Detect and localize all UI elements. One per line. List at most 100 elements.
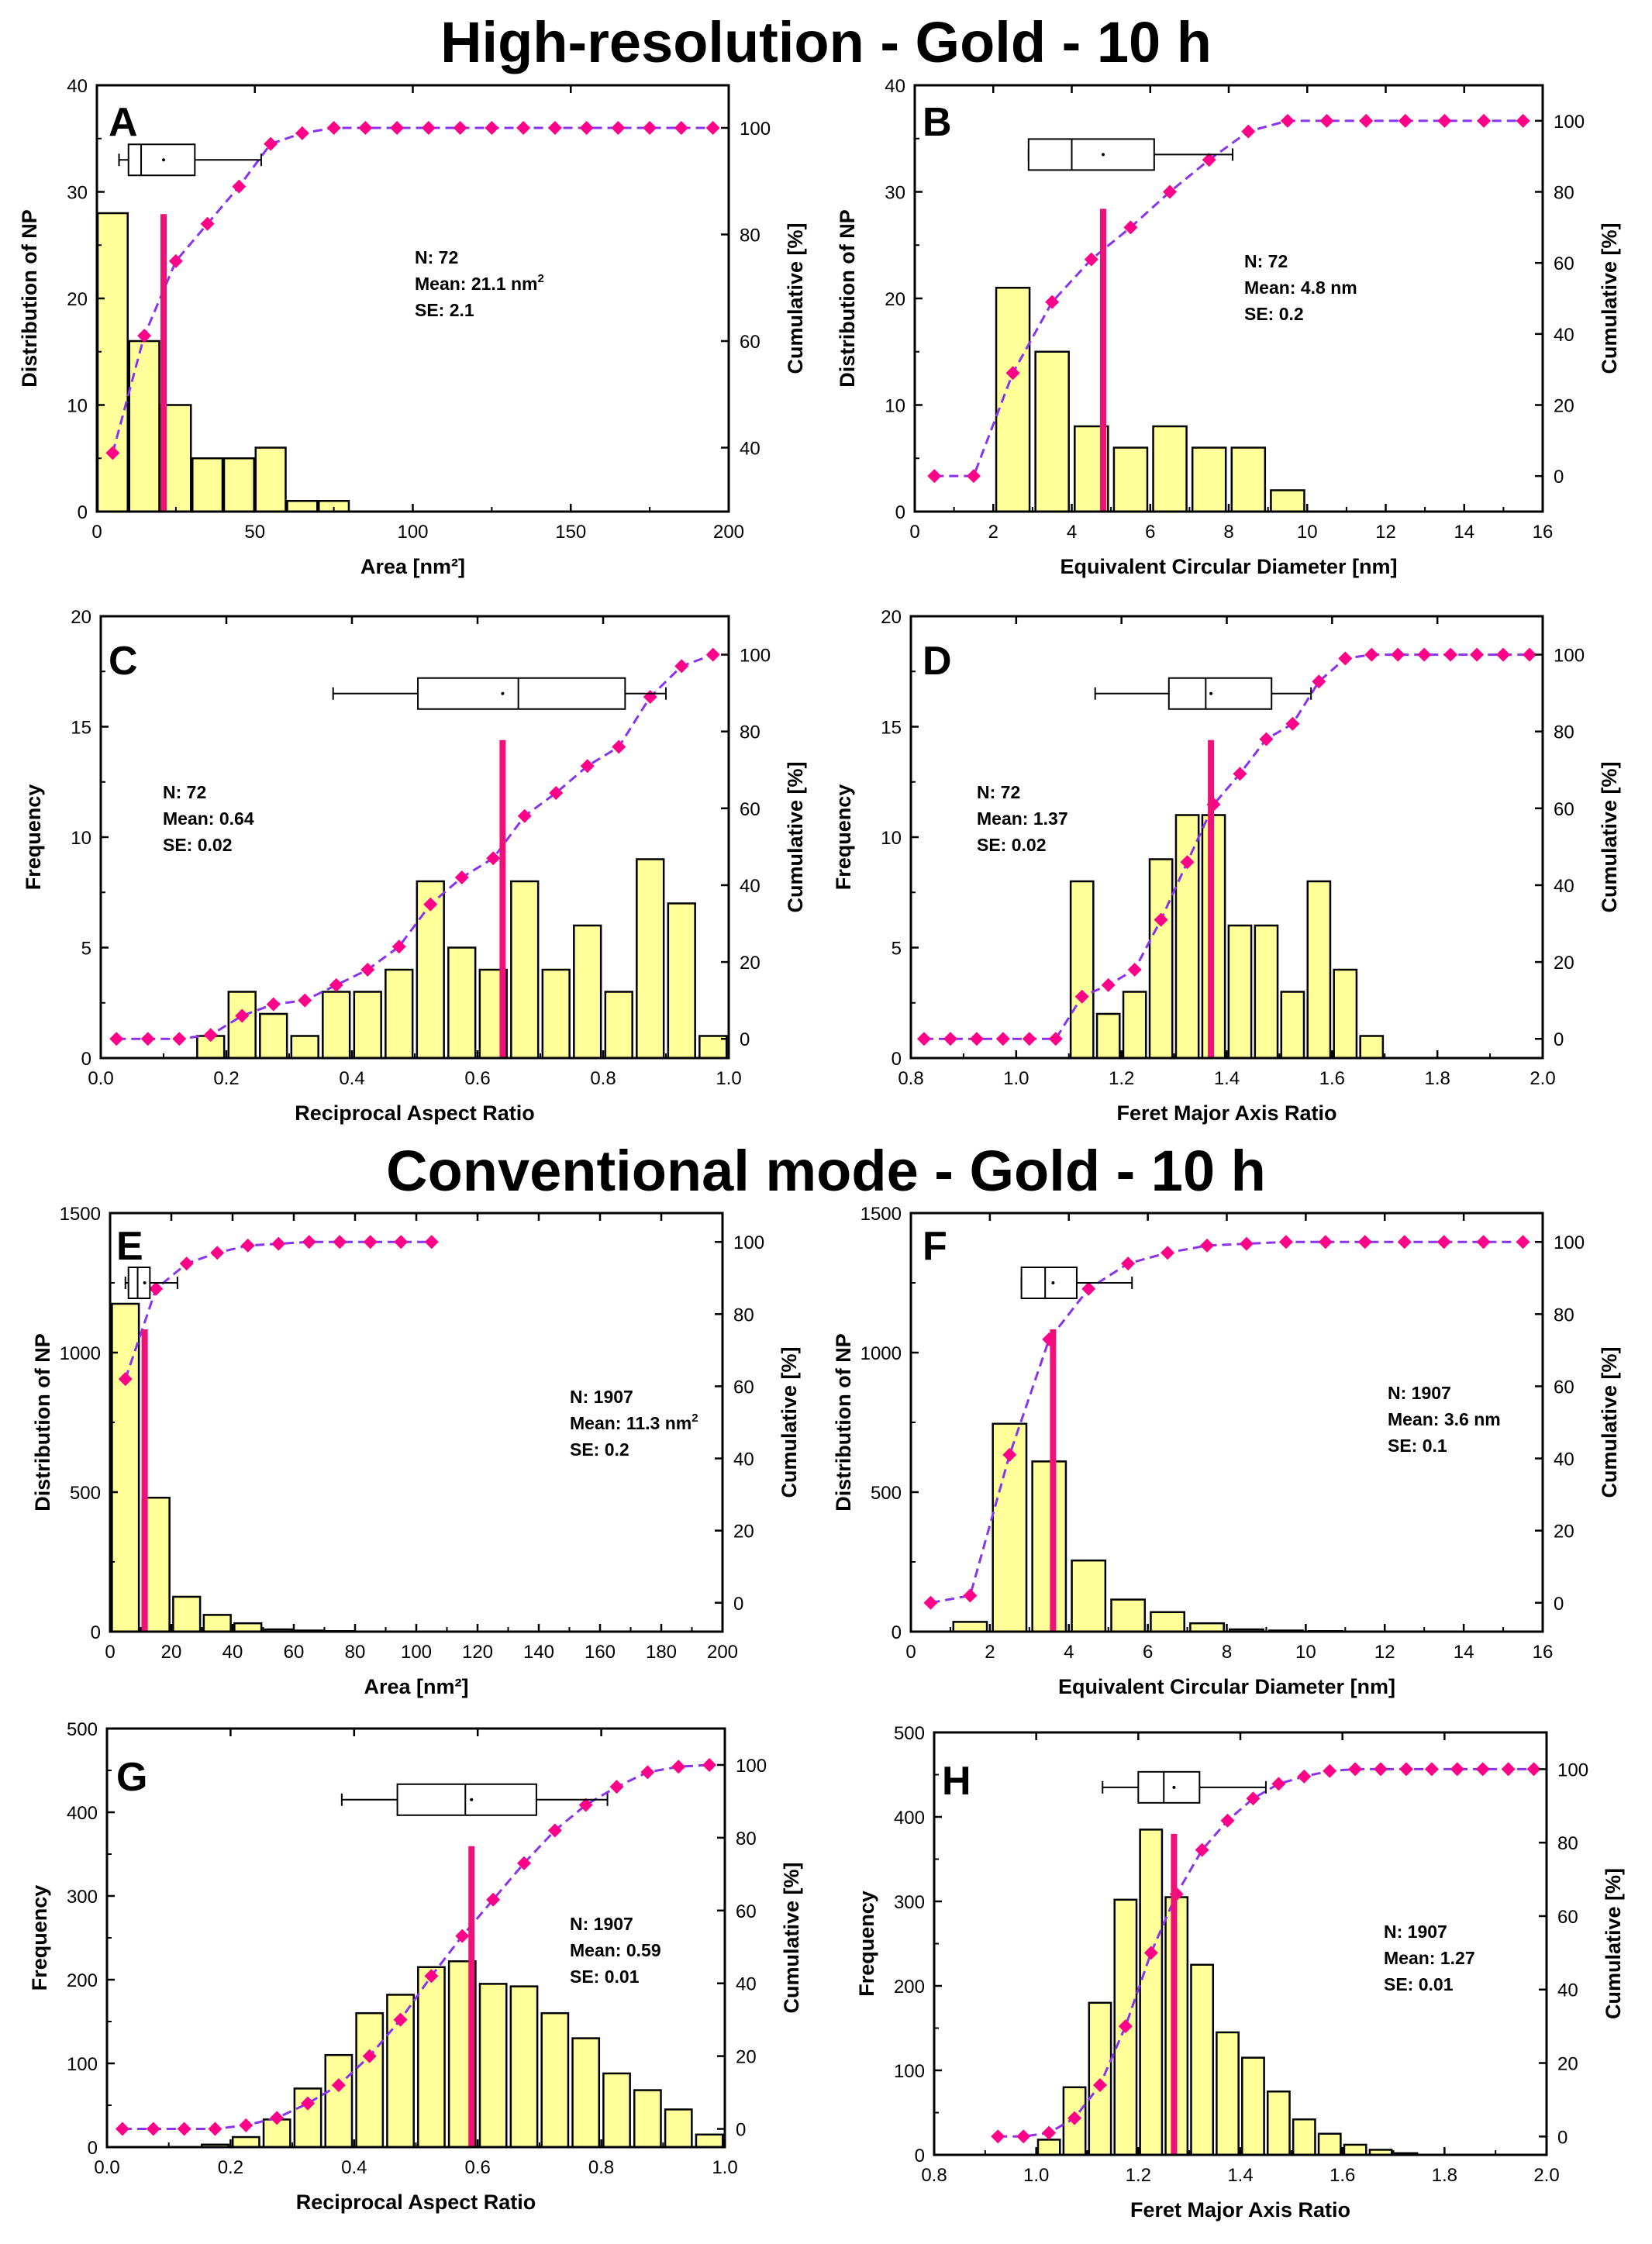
x-tick-label: 1.2 <box>1109 1068 1134 1089</box>
cumulative-point <box>578 1798 593 1812</box>
cumulative-point <box>208 2122 222 2136</box>
y2-tick-label: 0 <box>740 1029 750 1050</box>
y-tick-label: 5 <box>892 939 902 960</box>
panel-b-chart: 0 2 4 6 8 10 12 14 16 0 10 20 30 40 0 20 40 60 80 100 Equiva… <box>836 76 1621 578</box>
panel-f-chart: 0 2 4 6 8 10 12 14 16 0 500 1000 1500 0 20 40 60 80 100 Equ… <box>832 1204 1621 1698</box>
stat-mean: Mean: 21.1 nm2 <box>415 272 544 294</box>
stat-mean: Mean: 1.37 <box>977 808 1068 829</box>
cumulative-point <box>916 1032 931 1046</box>
y2-tick-label: 40 <box>740 439 760 460</box>
box-mean-dot <box>1172 1785 1176 1789</box>
x-tick-label: 0.0 <box>88 1068 113 1089</box>
cumulative-line <box>124 1240 432 1380</box>
cumulative-point <box>1398 113 1412 128</box>
y2-tick-label: 40 <box>1557 1980 1578 2001</box>
y2-tick-label: 100 <box>736 1756 767 1777</box>
y2-tick-label: 100 <box>740 646 771 667</box>
box-iqr <box>1027 138 1155 171</box>
cumulative-point <box>331 2078 346 2093</box>
stat-se: SE: 0.2 <box>570 1439 629 1460</box>
x-tick-label: 16 <box>1533 522 1554 543</box>
histogram-bar <box>636 858 665 1060</box>
cumulative-point <box>295 126 309 140</box>
y-axis-label: Frequency <box>855 1891 878 1997</box>
histogram-bar <box>1359 1035 1385 1060</box>
histogram-bar <box>667 902 696 1060</box>
cumulative-point <box>1526 1762 1541 1777</box>
x-tick-label: 1.8 <box>1424 1068 1450 1089</box>
y-axis-label: Frequency <box>22 784 45 891</box>
cumulative-point <box>1280 113 1295 128</box>
x-tick-label: 0 <box>105 1642 115 1663</box>
histogram-bar <box>1266 2091 1291 2156</box>
panel-e-chart: 0 20 40 60 80 100 120 140 160 180 200 0 500 1000 1500 0… <box>31 1204 801 1698</box>
cumulative-point <box>1501 1762 1516 1777</box>
histogram-bar <box>509 1985 539 2149</box>
x-tick-label: 1.0 <box>1003 1068 1029 1089</box>
histogram-bar <box>1071 1559 1107 1633</box>
cumulative-point <box>1180 855 1195 870</box>
cumulative-point <box>1338 651 1353 666</box>
cumulative-point <box>705 647 720 662</box>
stat-se: SE: 0.01 <box>570 1967 640 1987</box>
y2-tick-label: 100 <box>1557 1760 1588 1780</box>
y-tick-label: 0 <box>892 1049 902 1070</box>
x-tick-label: 14 <box>1454 522 1474 543</box>
histogram-bar <box>1191 446 1227 513</box>
x-tick-label: 0.6 <box>464 1068 490 1089</box>
cumulative-point <box>1074 989 1089 1004</box>
y2-tick-label: 100 <box>740 119 771 140</box>
x-tick-label: 20 <box>161 1642 182 1663</box>
y-tick-label: 400 <box>894 1808 925 1829</box>
x-tick-label: 50 <box>244 522 265 543</box>
cumulative-point <box>232 179 247 194</box>
cumulative-point <box>1246 1791 1261 1806</box>
x-tick-label: 160 <box>585 1642 616 1663</box>
y-tick-label: 20 <box>67 289 88 310</box>
cumulative-point <box>643 121 657 135</box>
histogram-bar <box>664 2108 693 2149</box>
histogram-bar <box>259 1012 288 1060</box>
box-iqr <box>396 1783 537 1816</box>
y-tick-label: 200 <box>894 1977 925 1998</box>
x-tick-label: 0.6 <box>465 2157 491 2178</box>
y2-tick-label: 80 <box>733 1305 754 1325</box>
cumulative-point <box>1476 1235 1491 1250</box>
y2-tick-label: 80 <box>1554 722 1574 743</box>
cumulative-point <box>923 1595 938 1610</box>
y-tick-label: 200 <box>67 1970 98 1991</box>
cumulative-point <box>1154 912 1168 927</box>
histogram-bar <box>1148 858 1174 1060</box>
cumulative-point <box>168 253 183 268</box>
cumulative-point <box>969 1032 984 1046</box>
histogram-bar <box>1241 2056 1265 2156</box>
cumulative-point <box>1042 2125 1057 2140</box>
cumulative-point <box>421 121 436 135</box>
y2-axis-label: Cumulative [%] <box>1598 1346 1621 1498</box>
x-tick-label: 2 <box>985 1642 995 1663</box>
conventional-mode-title: Conventional mode - Gold - 10 h <box>386 1139 1266 1203</box>
y2-tick-label: 40 <box>1554 325 1574 346</box>
y2-tick-label: 60 <box>1557 1907 1578 1928</box>
cumulative-point <box>516 1856 531 1870</box>
cumulative-line <box>122 1763 710 2131</box>
cumulative-line <box>116 653 714 1040</box>
panel-letter: E <box>116 1224 143 1269</box>
x-tick-label: 16 <box>1533 1642 1554 1663</box>
cumulative-point <box>1202 153 1216 167</box>
x-axis-label: Feret Major Axis Ratio <box>1116 1101 1336 1125</box>
cumulative-point <box>1450 1762 1464 1777</box>
cumulative-point <box>298 993 312 1008</box>
y-tick-label: 10 <box>885 396 905 417</box>
box-mean-dot <box>143 1281 147 1284</box>
cumulative-point <box>547 121 562 135</box>
histogram-bar <box>1122 991 1147 1060</box>
histogram-bar <box>286 500 319 513</box>
x-tick-label: 0.8 <box>590 1068 616 1089</box>
cumulative-point <box>1118 2019 1133 2034</box>
cumulative-point <box>362 2049 377 2063</box>
histogram-bar <box>695 2133 724 2149</box>
x-tick-label: 12 <box>1375 522 1396 543</box>
box-mean-dot <box>161 158 165 162</box>
cumulative-point <box>115 2122 129 2136</box>
